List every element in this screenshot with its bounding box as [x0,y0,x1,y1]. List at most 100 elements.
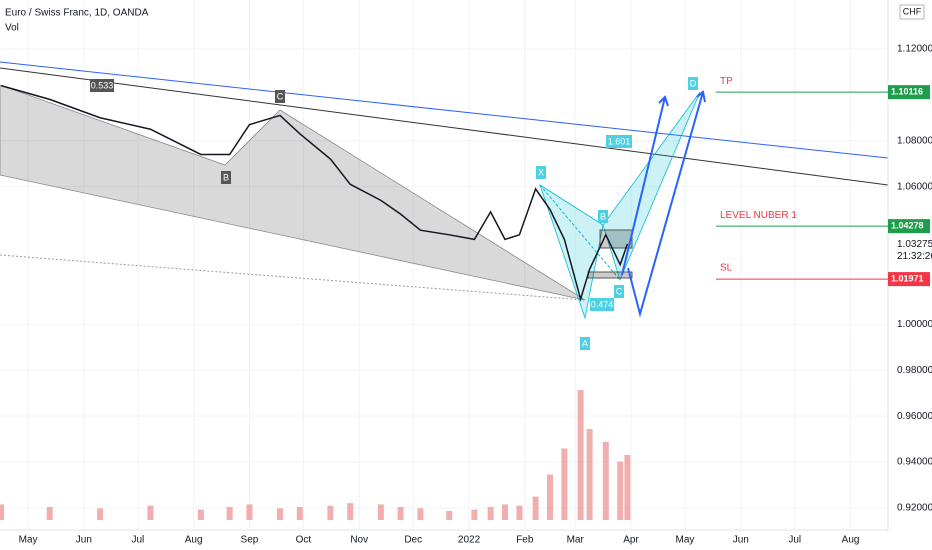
annotation: 0.474 [591,299,614,309]
price-tag [888,272,930,287]
x-tick-label: Jun [76,535,92,546]
trend-line [0,61,889,159]
volume-bar [561,448,568,520]
volume-bar [586,429,593,520]
plot-area [0,0,888,530]
x-tick-label: May [19,535,38,546]
label-bg [590,298,614,311]
x-tick-label: Mar [567,535,585,546]
currency-badge [899,4,925,20]
price-tag-label: 1.01971 [891,273,924,283]
volume-bar [487,507,494,520]
annotation: D [690,78,697,88]
x-tick-label: Sep [241,535,259,546]
old-pattern [0,84,586,301]
volume-bar [446,510,453,520]
label-bg [606,135,632,148]
x-tick-label: Apr [623,535,639,546]
volume-bar [577,390,584,520]
label-bg [90,79,114,92]
label-bg [598,210,608,223]
volume-bar [397,507,404,520]
countdown: 21:32:26 [897,251,932,262]
volume-bar [147,505,154,520]
volume-bar [296,507,303,520]
y-tick-label: 0.98000 [897,365,932,376]
volume-bar [46,507,53,520]
price-tag-label: 1.10116 [891,87,923,97]
y-tick-label: 0.94000 [897,457,932,468]
y-tick-label: 1.06000 [897,181,932,192]
volume-bar [277,508,284,520]
price-line [0,84,629,302]
annotation: B [223,172,229,182]
y-tick-label: 1.00000 [897,319,932,330]
label-bg [275,90,285,103]
x-tick-label: May [676,535,695,546]
price-tag [888,219,930,234]
x-tick-label: Oct [296,535,312,546]
price-tag-label: 1.04278 [891,221,924,231]
volume-bar [617,461,624,520]
x-tick-label: Jul [131,535,144,546]
volume-bar [532,496,539,520]
volume-bar [226,507,233,520]
x-tick-label: Jun [733,535,749,546]
y-tick-label: 1.08000 [897,135,932,146]
arrow-head [696,90,706,103]
level-name: LEVEL NUBER 1 [720,210,797,221]
volume-bar [347,503,354,520]
last-price: 1.03275 [897,239,932,250]
dotted-line [0,254,586,301]
harmonic-pattern [602,91,701,282]
volume-bar [547,474,554,520]
x-tick-label: Aug [185,535,203,546]
annotations: 0.533 C B X A B C D 1.601 0.474 [90,77,698,350]
volume-bar [417,508,424,520]
arrow-head [658,95,669,107]
x-tick-label: Dec [404,535,422,546]
box [587,271,633,279]
arrow [627,91,704,318]
volume-bar [471,509,478,520]
annotation: A [582,338,588,348]
x-tick-label: Aug [842,535,860,546]
volume-bar [624,455,631,520]
annotation: 0.533 [91,80,114,90]
annotation: C [277,91,284,101]
volume-bar [502,504,509,520]
volume-bar [246,504,253,520]
annotation: 1.601 [608,136,631,146]
level-name: TP [720,76,733,87]
chart-title: Euro / Swiss Franc, 1D, OANDA [5,8,149,19]
y-tick-label: 0.96000 [897,411,932,422]
x-tick-label: Feb [516,535,534,546]
label-bg [614,285,624,298]
label-bg [580,337,590,350]
harmonic-leg [539,184,621,281]
annotation: X [538,167,544,177]
volume-bar [197,509,204,520]
label-bg [536,166,546,179]
annotation: B [600,211,606,221]
arrow [621,96,666,276]
x-tick-label: 2022 [458,535,481,546]
box [599,229,633,249]
y-tick-label: 1.12000 [897,44,932,55]
volume-bar [516,505,523,520]
annotation: C [616,286,623,296]
volume-bar [97,508,104,520]
volume-bar [602,442,609,520]
x-tick-label: Nov [350,535,368,546]
x-tick-label: Jul [788,535,801,546]
volume-bar [327,505,334,520]
y-tick-label: 0.92000 [897,503,932,514]
volume-bar [377,504,384,520]
label-bg [688,77,698,90]
trend-line [0,67,889,186]
level-name: SL [720,263,733,274]
volume-label: Vol [5,23,19,34]
price-tag [888,85,930,100]
